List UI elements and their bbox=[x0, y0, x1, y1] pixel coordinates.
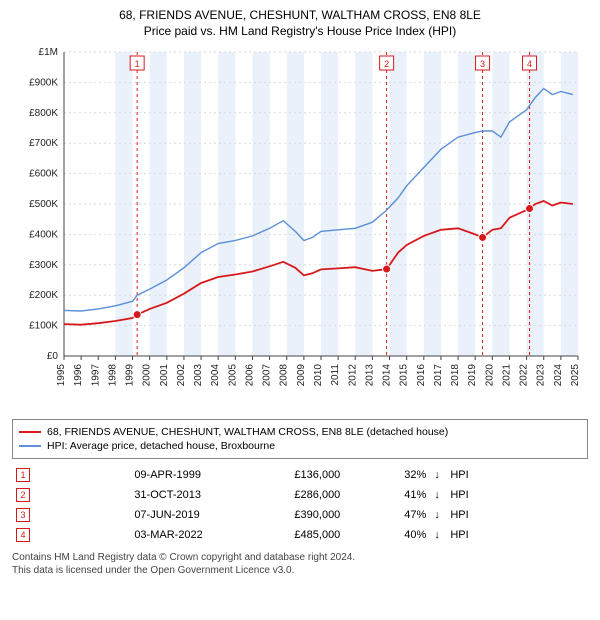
marker-badge: 3 bbox=[16, 508, 30, 522]
transaction-suffix: HPI bbox=[446, 525, 588, 545]
transaction-date: 09-APR-1999 bbox=[130, 465, 260, 485]
transaction-suffix: HPI bbox=[446, 505, 588, 525]
svg-text:2007: 2007 bbox=[262, 364, 273, 387]
footnote-line1: Contains HM Land Registry data © Crown c… bbox=[12, 552, 355, 563]
table-row: 1 09-APR-1999£136,00032%↓HPI bbox=[12, 465, 588, 485]
svg-text:£400K: £400K bbox=[29, 229, 58, 240]
svg-text:2020: 2020 bbox=[484, 364, 495, 387]
svg-text:1999: 1999 bbox=[125, 364, 136, 387]
transaction-suffix: HPI bbox=[446, 465, 588, 485]
svg-text:4: 4 bbox=[527, 59, 532, 69]
svg-text:2005: 2005 bbox=[227, 364, 238, 387]
legend-label: 68, FRIENDS AVENUE, CHESHUNT, WALTHAM CR… bbox=[47, 426, 448, 438]
svg-text:£0: £0 bbox=[47, 351, 59, 362]
legend-item: 68, FRIENDS AVENUE, CHESHUNT, WALTHAM CR… bbox=[19, 426, 581, 438]
svg-text:2017: 2017 bbox=[433, 364, 444, 387]
svg-text:£100K: £100K bbox=[29, 321, 58, 332]
legend-swatch bbox=[19, 445, 41, 447]
transaction-price: £485,000 bbox=[260, 525, 370, 545]
transaction-pct: 40% bbox=[370, 525, 430, 545]
svg-text:2018: 2018 bbox=[450, 364, 461, 387]
transaction-suffix: HPI bbox=[446, 485, 588, 505]
svg-text:1998: 1998 bbox=[107, 364, 118, 387]
legend-swatch bbox=[19, 431, 41, 433]
svg-text:2001: 2001 bbox=[159, 364, 170, 387]
svg-text:2: 2 bbox=[384, 59, 389, 69]
svg-text:2008: 2008 bbox=[279, 364, 290, 387]
svg-text:£1M: £1M bbox=[39, 47, 58, 58]
marker-badge: 4 bbox=[16, 528, 30, 542]
svg-text:£200K: £200K bbox=[29, 290, 58, 301]
svg-text:2015: 2015 bbox=[399, 364, 410, 387]
footnote-line2: This data is licensed under the Open Gov… bbox=[12, 565, 294, 576]
svg-text:1: 1 bbox=[135, 59, 140, 69]
svg-text:2024: 2024 bbox=[553, 364, 564, 387]
svg-text:2003: 2003 bbox=[193, 364, 204, 387]
svg-text:2009: 2009 bbox=[296, 364, 307, 387]
svg-text:1995: 1995 bbox=[56, 364, 67, 387]
transactions-table: 109-APR-1999£136,00032%↓HPI231-OCT-2013£… bbox=[12, 465, 588, 545]
legend-label: HPI: Average price, detached house, Brox… bbox=[47, 440, 275, 452]
svg-text:2016: 2016 bbox=[416, 364, 427, 387]
transaction-pct: 47% bbox=[370, 505, 430, 525]
price-chart: £0 £100K £200K £300K £400K £500K £600K £700K £80… bbox=[12, 46, 588, 406]
svg-text:£700K: £700K bbox=[29, 138, 58, 149]
svg-text:1997: 1997 bbox=[90, 364, 101, 387]
svg-text:2004: 2004 bbox=[210, 364, 221, 387]
svg-text:3: 3 bbox=[480, 59, 485, 69]
svg-text:2025: 2025 bbox=[570, 364, 581, 387]
down-arrow-icon: ↓ bbox=[430, 465, 446, 485]
transaction-marker: 4 bbox=[12, 525, 130, 545]
svg-text:£600K: £600K bbox=[29, 169, 58, 180]
svg-text:2019: 2019 bbox=[467, 364, 478, 387]
chart-title-line2: Price paid vs. HM Land Registry's House … bbox=[12, 24, 588, 38]
svg-text:2013: 2013 bbox=[364, 364, 375, 387]
chart-title-line1: 68, FRIENDS AVENUE, CHESHUNT, WALTHAM CR… bbox=[12, 8, 588, 22]
table-row: 3 07-JUN-2019£390,00047%↓HPI bbox=[12, 505, 588, 525]
svg-text:2010: 2010 bbox=[313, 364, 324, 387]
down-arrow-icon: ↓ bbox=[430, 525, 446, 545]
svg-text:2022: 2022 bbox=[519, 364, 530, 387]
svg-text:£800K: £800K bbox=[29, 108, 58, 119]
transaction-pct: 41% bbox=[370, 485, 430, 505]
transaction-date: 31-OCT-2013 bbox=[130, 485, 260, 505]
transaction-date: 03-MAR-2022 bbox=[130, 525, 260, 545]
svg-text:2000: 2000 bbox=[142, 364, 153, 387]
svg-text:2021: 2021 bbox=[501, 364, 512, 387]
legend-item: HPI: Average price, detached house, Brox… bbox=[19, 440, 581, 452]
table-row: 2 31-OCT-2013£286,00041%↓HPI bbox=[12, 485, 588, 505]
svg-text:£500K: £500K bbox=[29, 199, 58, 210]
svg-text:2011: 2011 bbox=[330, 364, 341, 386]
marker-badge: 1 bbox=[16, 468, 30, 482]
marker-badge: 2 bbox=[16, 488, 30, 502]
svg-text:2023: 2023 bbox=[536, 364, 547, 387]
transaction-marker: 1 bbox=[12, 465, 130, 485]
svg-text:1996: 1996 bbox=[73, 364, 84, 387]
svg-text:2006: 2006 bbox=[244, 364, 255, 387]
transaction-marker: 3 bbox=[12, 505, 130, 525]
table-row: 4 03-MAR-2022£485,00040%↓HPI bbox=[12, 525, 588, 545]
transaction-pct: 32% bbox=[370, 465, 430, 485]
svg-text:2002: 2002 bbox=[176, 364, 187, 387]
down-arrow-icon: ↓ bbox=[430, 485, 446, 505]
footnote: Contains HM Land Registry data © Crown c… bbox=[12, 551, 588, 577]
svg-text:£900K: £900K bbox=[29, 77, 58, 88]
transaction-price: £390,000 bbox=[260, 505, 370, 525]
legend: 68, FRIENDS AVENUE, CHESHUNT, WALTHAM CR… bbox=[12, 419, 588, 459]
down-arrow-icon: ↓ bbox=[430, 505, 446, 525]
svg-text:2012: 2012 bbox=[347, 364, 358, 387]
svg-text:£300K: £300K bbox=[29, 260, 58, 271]
svg-text:2014: 2014 bbox=[382, 364, 393, 387]
transaction-price: £136,000 bbox=[260, 465, 370, 485]
transaction-marker: 2 bbox=[12, 485, 130, 505]
transaction-price: £286,000 bbox=[260, 485, 370, 505]
transaction-date: 07-JUN-2019 bbox=[130, 505, 260, 525]
chart-area: £0 £100K £200K £300K £400K £500K £600K £700K £80… bbox=[12, 46, 588, 411]
